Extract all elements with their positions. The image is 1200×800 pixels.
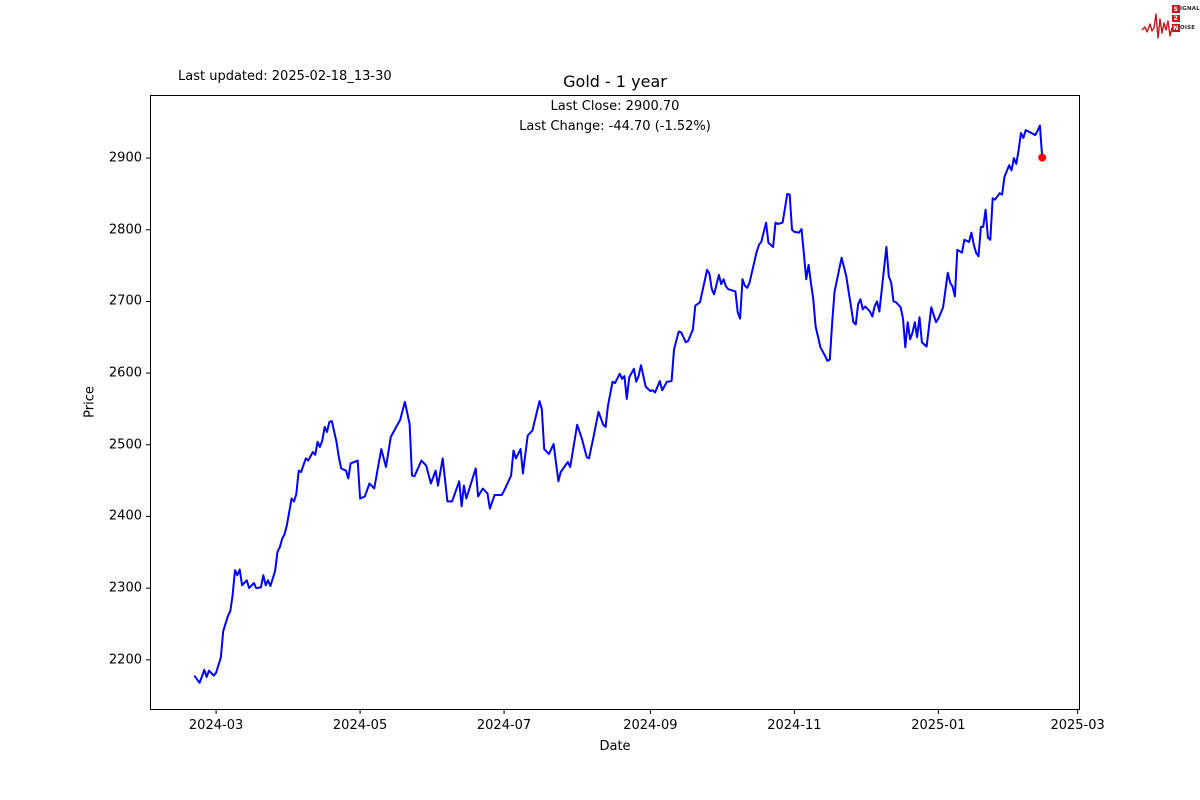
logo-box-n: N xyxy=(1172,24,1180,32)
logo-row-signal: S IGNAL xyxy=(1172,5,1200,13)
logo-row-noise: N OISE xyxy=(1172,24,1196,32)
x-axis-label: Date xyxy=(599,739,631,754)
y-tick-2300: 2300 xyxy=(108,580,142,596)
last-close-line: Last Close: 2900.70 xyxy=(550,99,680,114)
y-tick-2700: 2700 xyxy=(108,293,142,309)
signal2noise-logo: S IGNAL 2 N OISE xyxy=(1141,4,1200,46)
last-price-marker xyxy=(1038,153,1047,162)
price-line xyxy=(193,124,1044,684)
x-tick-2024-09: 2024-09 xyxy=(623,718,678,733)
y-tick-2800: 2800 xyxy=(108,222,142,238)
axes-frame xyxy=(150,95,1080,710)
last-close-annotation: Last Close: 2900.70 Last Change: -44.70 … xyxy=(519,97,711,137)
y-tick-2200: 2200 xyxy=(108,652,142,668)
logo-box-2: 2 xyxy=(1172,14,1180,23)
logo-row-2: 2 xyxy=(1172,14,1200,23)
x-tick-2024-03: 2024-03 xyxy=(188,718,244,733)
plot-area xyxy=(146,95,1080,714)
tick-marks xyxy=(146,157,1079,714)
waveform-icon xyxy=(1141,13,1179,39)
y-tick-2400: 2400 xyxy=(108,508,142,524)
x-tick-2025-01: 2025-01 xyxy=(911,718,966,733)
chart-title: Gold - 1 year xyxy=(563,72,667,91)
x-tick-2024-07: 2024-07 xyxy=(476,718,532,733)
last-updated-text: Last updated: 2025-02-18_13-30 xyxy=(178,69,392,84)
y-axis-label: Price xyxy=(82,386,98,418)
y-tick-2900: 2900 xyxy=(108,150,142,166)
x-tick-2024-05: 2024-05 xyxy=(332,718,388,733)
y-tick-2500: 2500 xyxy=(108,437,142,453)
logo-box-s: S xyxy=(1172,5,1180,13)
x-tick-2025-03: 2025-03 xyxy=(1050,718,1105,733)
y-tick-2600: 2600 xyxy=(108,365,142,381)
x-tick-2024-11: 2024-11 xyxy=(767,718,822,733)
logo-wordmark: S IGNAL 2 N OISE xyxy=(1172,5,1200,34)
last-change-line: Last Change: -44.70 (-1.52%) xyxy=(519,119,711,134)
